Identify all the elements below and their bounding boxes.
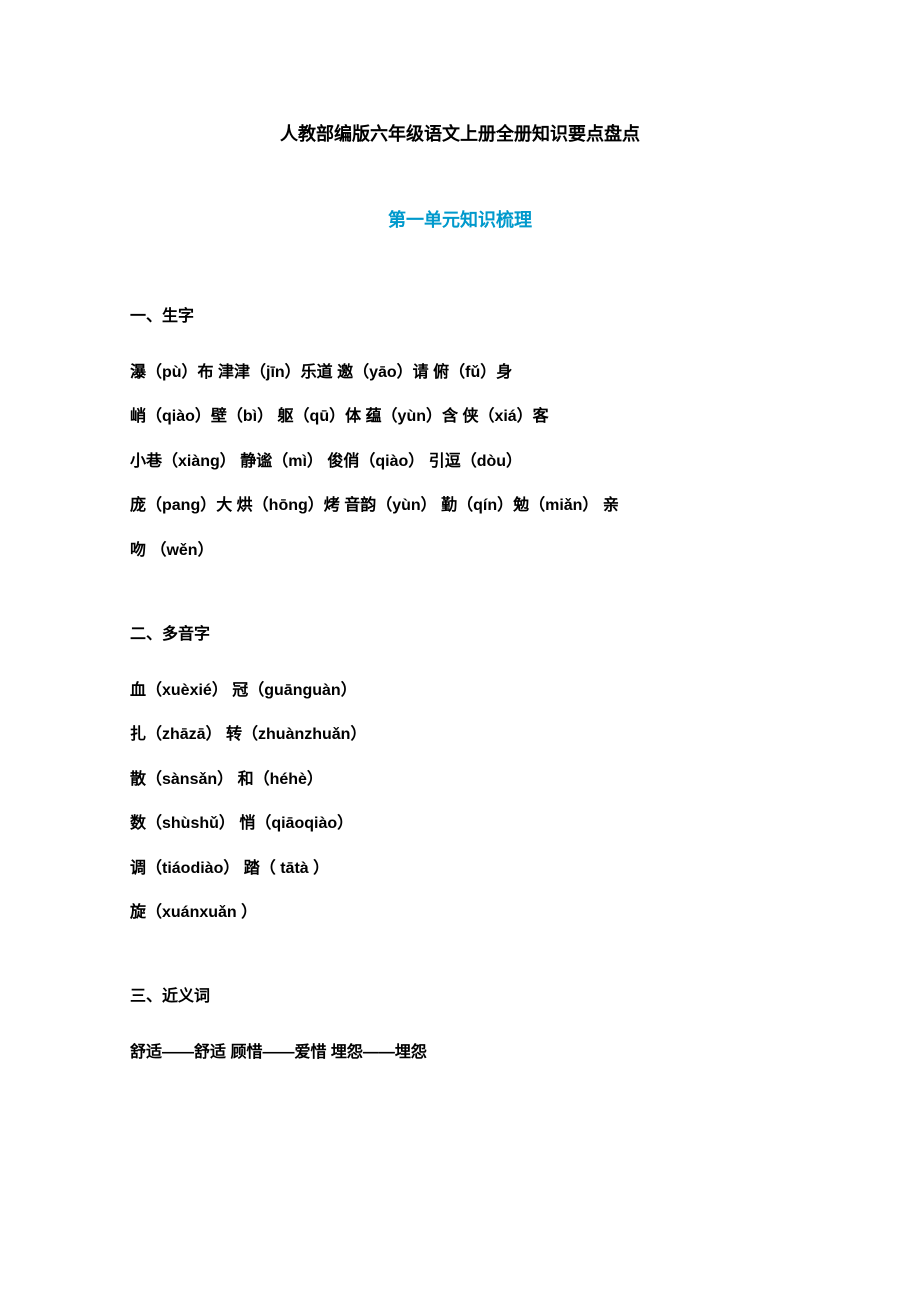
section2-line: 血（xuèxié） 冠（guānguàn） — [130, 672, 790, 710]
section2-line: 散（sànsǎn） 和（héhè） — [130, 761, 790, 799]
section2-line: 数（shùshǔ） 悄（qiāoqiào） — [130, 805, 790, 843]
section2-line: 旋（xuánxuǎn ） — [130, 894, 790, 932]
subtitle: 第一单元知识梳理 — [130, 206, 790, 232]
section1-line: 吻 （wěn） — [130, 532, 790, 570]
section1-line: 峭（qiào）壁（bì） 躯（qū）体 蕴（yùn）含 侠（xiá）客 — [130, 398, 790, 436]
section1-line: 小巷（xiàng） 静谧（mì） 俊俏（qiào） 引逗（dòu） — [130, 443, 790, 481]
main-title: 人教部编版六年级语文上册全册知识要点盘点 — [130, 120, 790, 146]
section3-heading: 三、近义词 — [130, 982, 790, 1006]
section1-heading: 一、生字 — [130, 302, 790, 326]
section1-line: 瀑（pù）布 津津（jīn）乐道 邀（yāo）请 俯（fǔ）身 — [130, 354, 790, 392]
section3-line: 舒适——舒适 顾惜——爱惜 埋怨——埋怨 — [130, 1034, 790, 1072]
section2-line: 调（tiáodiào） 踏（ tātà ） — [130, 850, 790, 888]
section2-heading: 二、多音字 — [130, 620, 790, 644]
section1-line: 庞（pang）大 烘（hōng）烤 音韵（yùn） 勤（qín）勉（miǎn） … — [130, 487, 790, 525]
section2-line: 扎（zhāzā） 转（zhuànzhuǎn） — [130, 716, 790, 754]
